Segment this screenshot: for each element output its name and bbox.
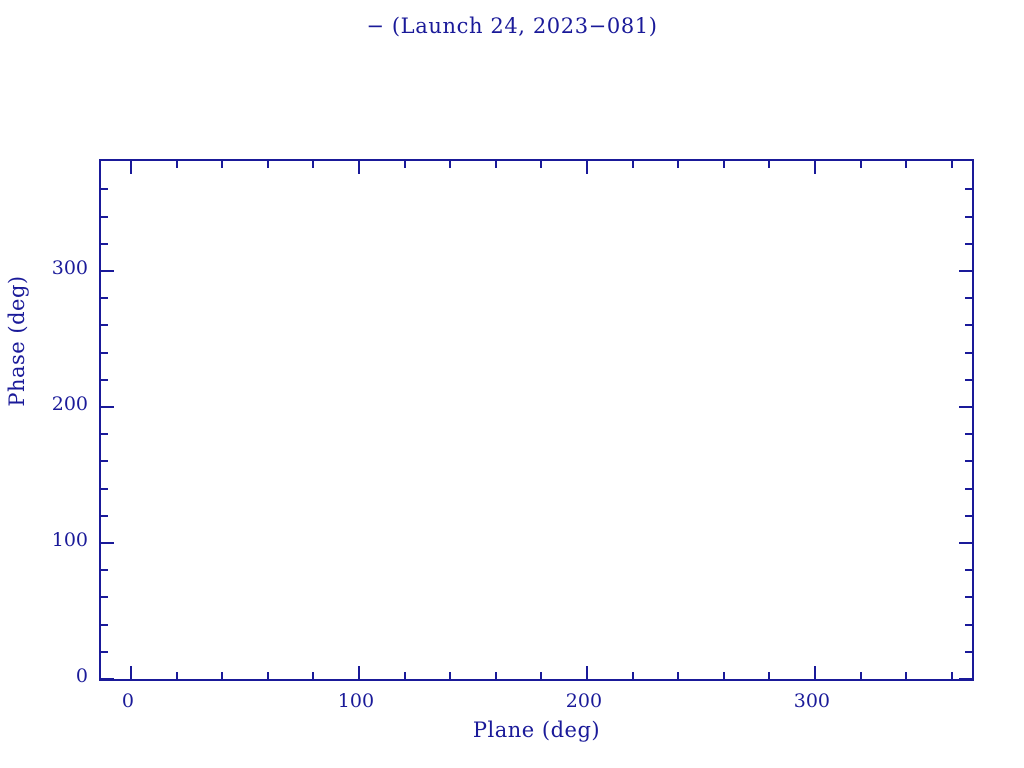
bottom-minor-tick [221,672,224,679]
bottom-minor-tick [403,672,406,679]
y-tick-label: 200 [51,392,88,415]
left-major-tick [101,541,114,544]
left-minor-tick [101,433,108,436]
bottom-minor-tick [449,672,452,679]
x-tick-label: 100 [337,690,375,712]
left-minor-tick [101,569,108,572]
bottom-minor-tick [722,672,725,679]
right-minor-tick [965,623,972,626]
bottom-minor-tick [768,672,771,679]
bottom-minor-tick [950,672,953,679]
top-minor-tick [175,161,178,168]
top-minor-tick [768,161,771,168]
bottom-minor-tick [540,672,543,679]
x-tick-label: 0 [121,690,134,712]
top-minor-tick [266,161,269,168]
right-minor-tick [965,596,972,599]
right-minor-tick [965,351,972,354]
left-minor-tick [101,215,108,218]
left-minor-tick [101,460,108,463]
bottom-minor-tick [631,672,634,679]
right-minor-tick [965,324,972,327]
left-minor-tick [101,650,108,653]
bottom-minor-tick [905,672,908,679]
bottom-minor-tick [266,672,269,679]
left-minor-tick [101,378,108,381]
x-tick-label: 300 [793,690,831,712]
right-major-tick [959,405,972,408]
left-minor-tick [101,351,108,354]
top-major-tick [129,161,132,174]
left-minor-tick [101,623,108,626]
right-minor-tick [965,650,972,653]
bottom-major-tick [813,666,816,679]
right-major-tick [959,677,972,680]
top-minor-tick [950,161,953,168]
left-minor-tick [101,596,108,599]
top-minor-tick [905,161,908,168]
right-minor-tick [965,487,972,490]
x-axis-label: Plane (deg) [472,718,601,742]
bottom-major-tick [357,666,360,679]
bottom-minor-tick [859,672,862,679]
bottom-major-tick [129,666,132,679]
top-minor-tick [494,161,497,168]
top-minor-tick [312,161,315,168]
top-minor-tick [859,161,862,168]
left-minor-tick [101,324,108,327]
bottom-minor-tick [677,672,680,679]
right-minor-tick [965,460,972,463]
left-major-tick [101,405,114,408]
top-minor-tick [403,161,406,168]
right-minor-tick [965,188,972,191]
left-minor-tick [101,514,108,517]
top-minor-tick [449,161,452,168]
right-minor-tick [965,297,972,300]
bottom-minor-tick [312,672,315,679]
left-minor-tick [101,242,108,245]
chart-title: − (Launch 24, 2023−081) [366,14,658,38]
right-major-tick [959,269,972,272]
right-minor-tick [965,569,972,572]
top-minor-tick [540,161,543,168]
axes-frame [99,159,974,681]
bottom-minor-tick [175,672,178,679]
left-minor-tick [101,487,108,490]
bottom-minor-tick [494,672,497,679]
y-tick-label: 300 [51,256,88,279]
plot-data-area [101,161,972,679]
y-tick-label: 100 [51,528,88,551]
left-major-tick [101,677,114,680]
right-minor-tick [965,242,972,245]
right-minor-tick [965,433,972,436]
right-major-tick [959,541,972,544]
top-major-tick [813,161,816,174]
top-minor-tick [221,161,224,168]
y-tick-label: 0 [75,664,88,687]
top-minor-tick [677,161,680,168]
top-minor-tick [631,161,634,168]
left-minor-tick [101,297,108,300]
top-minor-tick [722,161,725,168]
left-major-tick [101,269,114,272]
right-minor-tick [965,378,972,381]
left-minor-tick [101,188,108,191]
bottom-major-tick [585,666,588,679]
right-minor-tick [965,514,972,517]
right-minor-tick [965,215,972,218]
top-major-tick [585,161,588,174]
top-major-tick [357,161,360,174]
x-tick-label: 200 [565,690,603,712]
y-axis-label: Phase (deg) [5,275,29,407]
